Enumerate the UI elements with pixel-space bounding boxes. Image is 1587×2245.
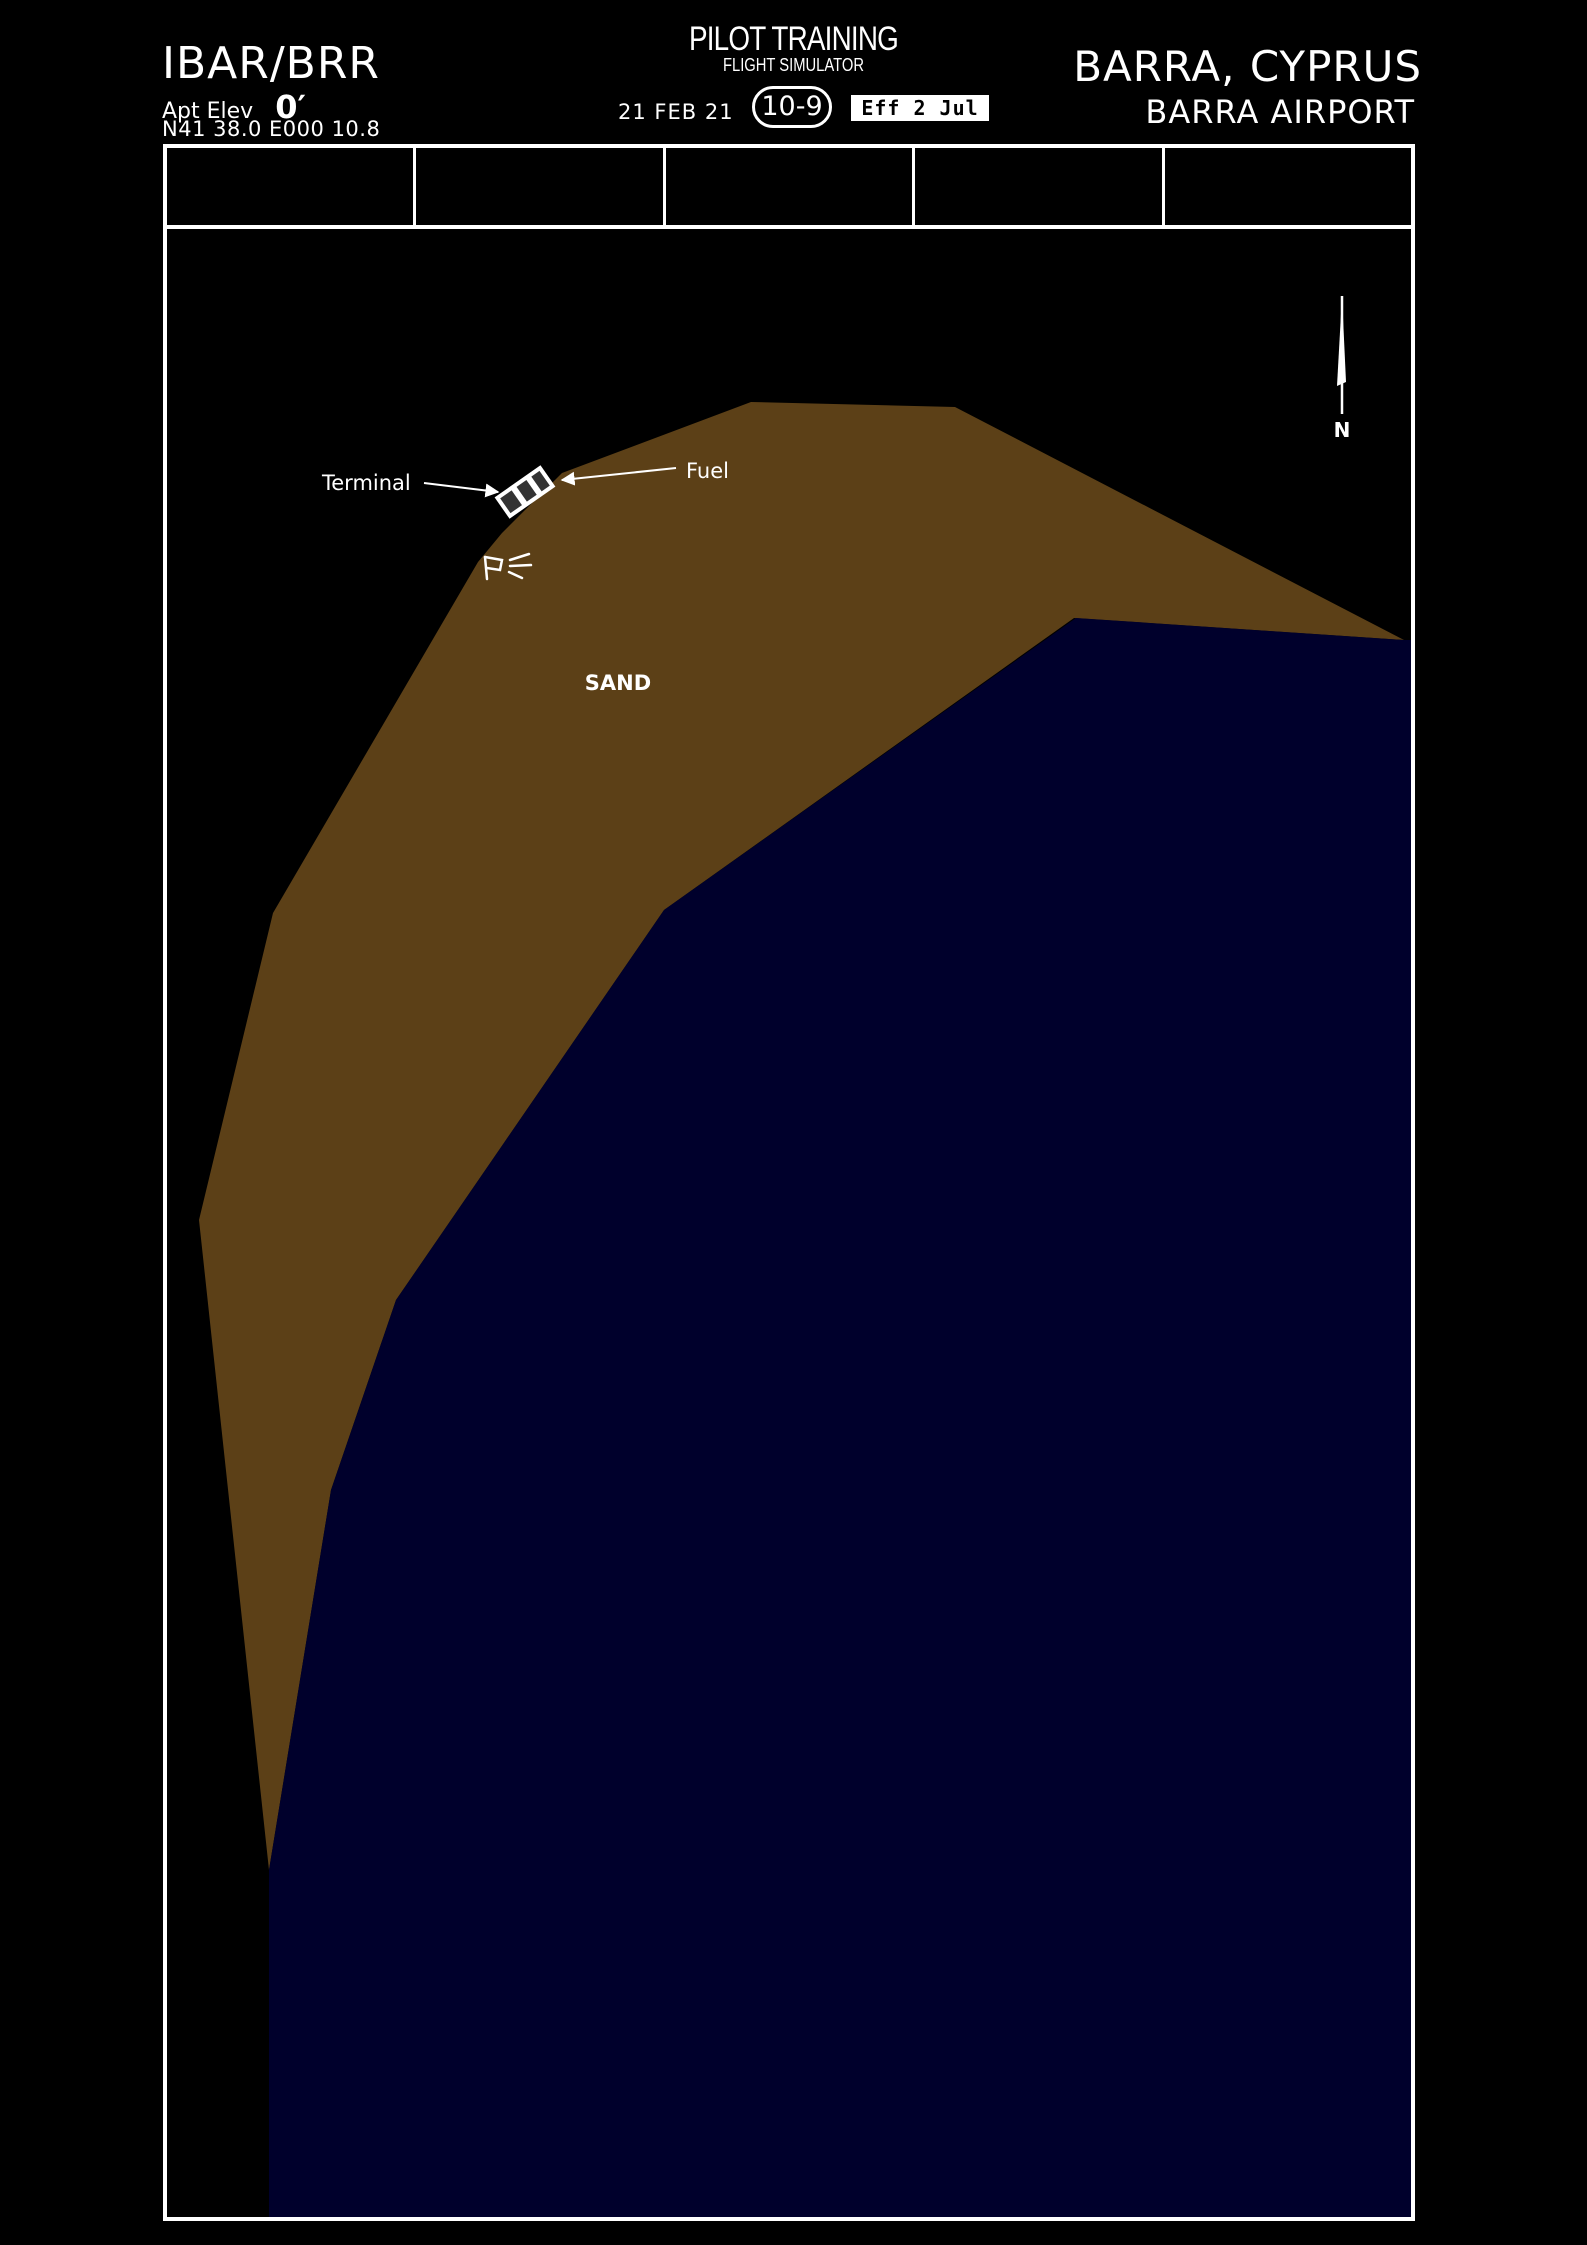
- info-cell: [167, 148, 417, 225]
- sand-area: [199, 402, 1404, 1870]
- terminal-leader-line: [423, 482, 500, 498]
- north-label: N: [1334, 418, 1351, 442]
- apt-elev-label: Apt Elev: [162, 99, 254, 124]
- water-area: [269, 618, 1411, 2217]
- apt-elev-value: 0′: [275, 88, 306, 126]
- banner-title: PILOT TRAINING: [688, 20, 899, 58]
- effective-date: Eff 2 Jul: [851, 95, 989, 121]
- north-arrow-icon: [1337, 296, 1346, 414]
- map-canvas: SAND Terminal Fuel N: [199, 296, 1411, 2217]
- chart-date: 21 FEB 21: [618, 100, 734, 124]
- airport-ident: IBAR/BRR: [162, 38, 380, 89]
- info-cell: [416, 148, 666, 225]
- airport-coordinates: N41 38.0 E000 10.8: [162, 117, 381, 141]
- windsock-icon: [483, 552, 533, 581]
- info-cell: [1165, 148, 1411, 225]
- airport-map: SAND Terminal Fuel N: [163, 226, 1415, 2221]
- city-name: BARRA, CYPRUS: [1073, 42, 1422, 91]
- terminal-building-icon: [494, 465, 556, 519]
- banner-subtitle: FLIGHT SIMULATOR: [722, 55, 865, 75]
- info-cell: [666, 148, 916, 225]
- fuel-leader-line: [560, 467, 677, 486]
- info-cell: [915, 148, 1165, 225]
- airport-elevation: Apt Elev 0′: [162, 88, 306, 126]
- chart-index: 10-9: [752, 86, 832, 128]
- sand-label: SAND: [585, 671, 651, 695]
- fuel-label: Fuel: [686, 459, 729, 483]
- info-bar: [163, 144, 1415, 229]
- airport-name: BARRA AIRPORT: [1145, 93, 1415, 131]
- terminal-label: Terminal: [321, 471, 411, 495]
